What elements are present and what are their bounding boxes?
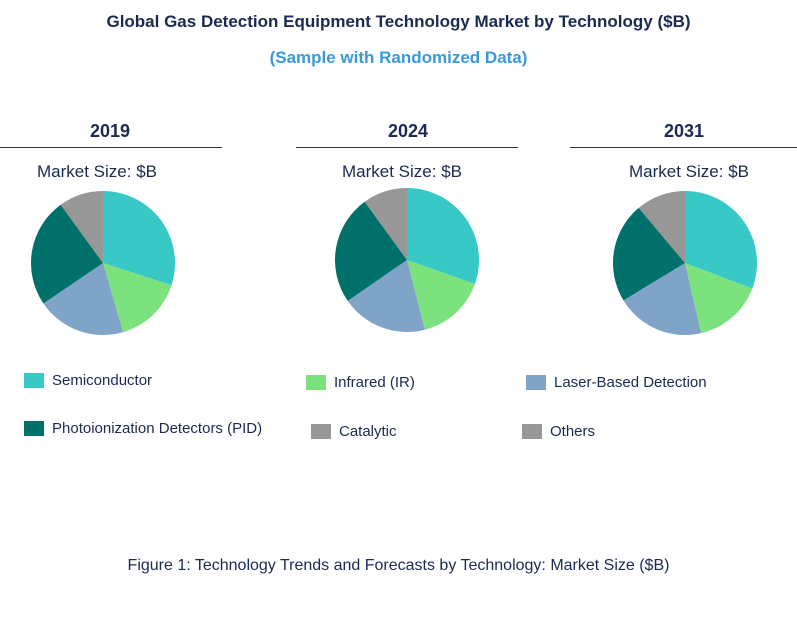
- legend-swatch: [522, 424, 542, 439]
- chart-subtitle: (Sample with Randomized Data): [269, 48, 528, 67]
- pie-slice-2024-infrared-ir-: [407, 260, 475, 330]
- pie-slice-2031-others: [638, 191, 685, 263]
- legend-label: Others: [550, 423, 596, 440]
- legend-item-semiconductor: Semiconductor: [24, 372, 152, 389]
- year-label-2019: 2019: [89, 121, 131, 141]
- pie-slice-2031-infrared-ir-: [685, 263, 753, 334]
- market-size-label: Market Size: $B: [342, 162, 462, 181]
- legend-swatch: [24, 373, 44, 388]
- pie-slice-2024-semiconductor: [407, 188, 479, 284]
- divider: [0, 147, 222, 148]
- legend-item-laser: Laser-Based Detection: [526, 374, 707, 391]
- legend-label: Laser-Based Detection: [554, 374, 707, 391]
- legend-swatch: [306, 375, 326, 390]
- pie-slice-2031-photoionization-detectors-pid-: [613, 207, 685, 301]
- market-size-label: Market Size: $B: [629, 162, 749, 181]
- legend-item-infrared: Infrared (IR): [306, 374, 415, 391]
- legend-item-others: Others: [522, 423, 595, 440]
- year-label-2024: 2024: [387, 121, 429, 141]
- pie-slice-2019-photoionization-detectors-pid-: [30, 204, 104, 304]
- pie-slice-2031-laser-based-detection: [623, 263, 702, 335]
- pie-slice-2024-laser-based-detection: [347, 260, 425, 332]
- year-label-2031: 2031: [663, 121, 705, 141]
- legend-swatch: [311, 424, 331, 439]
- legend-label: Catalytic: [339, 423, 397, 440]
- pie-slice-2019-laser-based-detection: [43, 263, 124, 335]
- pie-slice-2019-semiconductor: [103, 191, 176, 286]
- divider: [570, 147, 797, 148]
- chart-title: Global Gas Detection Equipment Technolog…: [106, 12, 691, 31]
- pie-slice-2019-infrared-ir-: [103, 263, 172, 333]
- pie-slice-2024-photoionization-detectors-pid-: [335, 201, 407, 301]
- figure-caption: Figure 1: Technology Trends and Forecast…: [127, 557, 670, 574]
- legend-item-pid: Photoionization Detectors (PID): [24, 420, 262, 437]
- legend-label: Infrared (IR): [334, 374, 415, 391]
- legend-swatch: [526, 375, 546, 390]
- legend-label: Semiconductor: [52, 372, 153, 389]
- divider: [296, 147, 518, 148]
- legend-swatch: [24, 421, 44, 436]
- pie-slice-2031-semiconductor: [685, 191, 757, 289]
- pie-slice-2019-others: [60, 191, 103, 263]
- legend-label: Photoionization Detectors (PID): [52, 420, 263, 437]
- pie-slice-2024-others: [364, 188, 407, 260]
- legend-item-catalytic: Catalytic: [311, 423, 397, 440]
- market-size-label: Market Size: $B: [37, 162, 157, 181]
